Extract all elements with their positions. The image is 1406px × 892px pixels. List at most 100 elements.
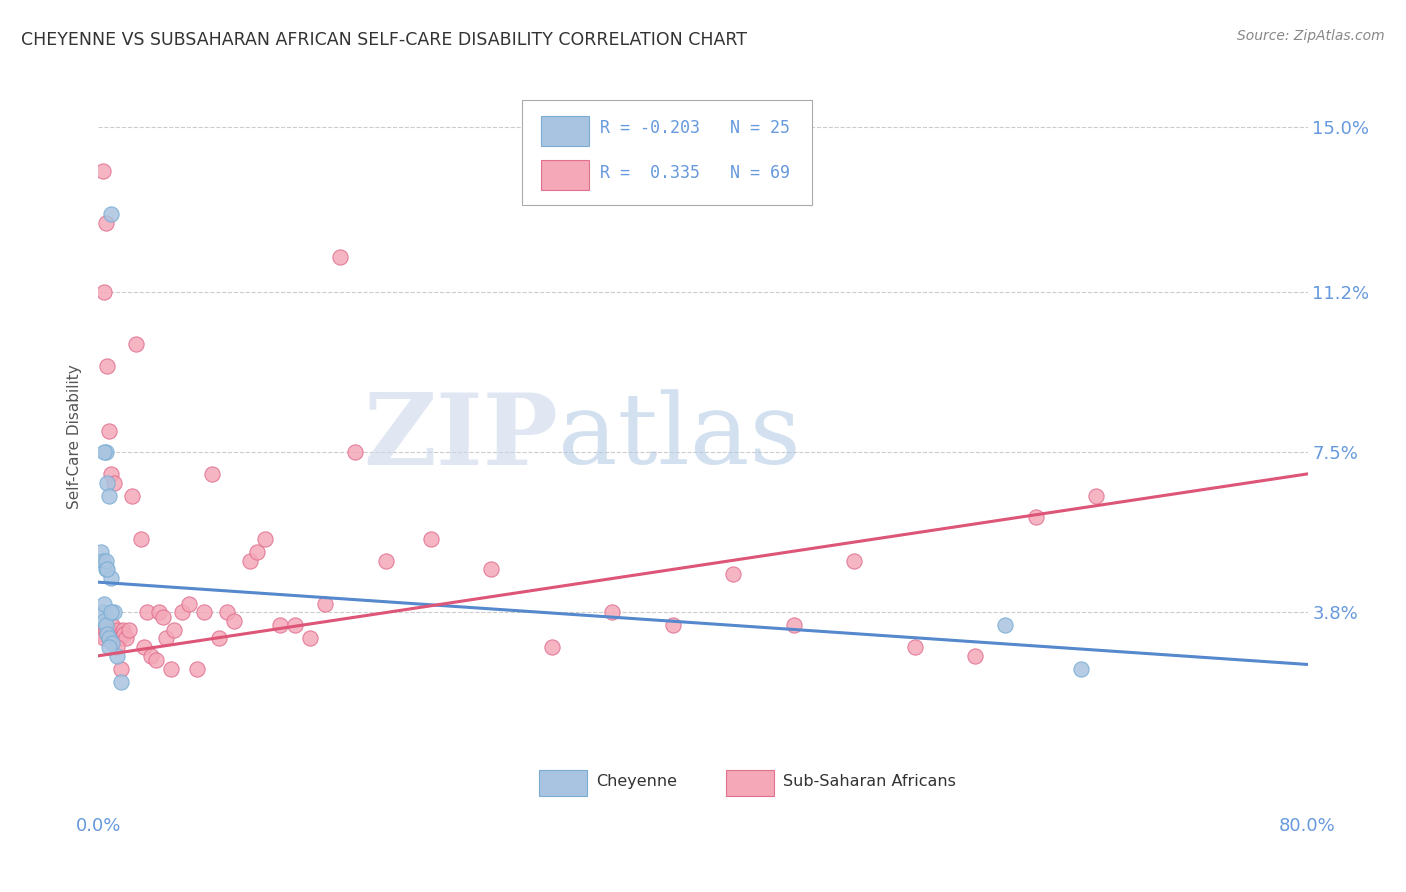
- Point: [420, 532, 443, 546]
- Point: [1024, 510, 1046, 524]
- Text: Sub-Saharan Africans: Sub-Saharan Africans: [783, 774, 956, 789]
- Point: [96, 627, 118, 641]
- FancyBboxPatch shape: [725, 770, 775, 796]
- Point: [994, 618, 1017, 632]
- Point: [91, 627, 114, 641]
- Point: [224, 614, 246, 628]
- Text: ZIP: ZIP: [363, 389, 558, 485]
- Point: [100, 623, 122, 637]
- Point: [114, 632, 136, 646]
- Point: [93, 614, 115, 628]
- Point: [105, 627, 128, 641]
- Point: [329, 250, 352, 264]
- Point: [93, 597, 115, 611]
- Point: [94, 562, 117, 576]
- Text: R =  0.335   N = 69: R = 0.335 N = 69: [600, 163, 790, 182]
- Point: [374, 553, 396, 567]
- Point: [96, 562, 118, 576]
- Point: [1070, 662, 1092, 676]
- Point: [299, 632, 322, 646]
- Point: [135, 606, 157, 620]
- Point: [94, 216, 117, 230]
- Point: [108, 632, 131, 646]
- Point: [94, 445, 117, 459]
- Point: [284, 618, 307, 632]
- Point: [103, 475, 125, 490]
- Point: [93, 445, 115, 459]
- Point: [132, 640, 155, 654]
- Point: [253, 532, 276, 546]
- Point: [111, 623, 134, 637]
- Point: [110, 627, 132, 641]
- Text: atlas: atlas: [558, 389, 800, 485]
- Point: [90, 545, 112, 559]
- Point: [110, 674, 132, 689]
- Point: [602, 606, 624, 620]
- FancyBboxPatch shape: [522, 100, 811, 205]
- Point: [246, 545, 269, 559]
- Point: [101, 636, 124, 650]
- FancyBboxPatch shape: [538, 770, 586, 796]
- Point: [193, 606, 215, 620]
- Point: [844, 553, 866, 567]
- Point: [179, 597, 201, 611]
- Point: [98, 489, 121, 503]
- Point: [481, 562, 503, 576]
- Point: [125, 337, 148, 351]
- Point: [105, 640, 128, 654]
- Point: [93, 632, 115, 646]
- Point: [201, 467, 224, 481]
- Point: [269, 618, 291, 632]
- Point: [91, 163, 114, 178]
- Point: [96, 359, 118, 373]
- Text: CHEYENNE VS SUBSAHARAN AFRICAN SELF-CARE DISABILITY CORRELATION CHART: CHEYENNE VS SUBSAHARAN AFRICAN SELF-CARE…: [21, 31, 747, 49]
- Point: [904, 640, 927, 654]
- Point: [98, 632, 121, 646]
- Point: [145, 653, 167, 667]
- Point: [314, 597, 336, 611]
- Point: [96, 475, 118, 490]
- Point: [107, 623, 129, 637]
- FancyBboxPatch shape: [541, 160, 589, 190]
- Point: [104, 632, 127, 646]
- Point: [723, 566, 745, 581]
- Point: [129, 532, 152, 546]
- Point: [112, 627, 135, 641]
- Point: [121, 489, 143, 503]
- Point: [100, 467, 122, 481]
- Text: R = -0.203   N = 25: R = -0.203 N = 25: [600, 120, 790, 137]
- Point: [94, 618, 117, 632]
- Point: [163, 623, 186, 637]
- Point: [118, 623, 141, 637]
- Point: [155, 632, 177, 646]
- Text: Source: ZipAtlas.com: Source: ZipAtlas.com: [1237, 29, 1385, 43]
- Point: [98, 632, 121, 646]
- Point: [94, 623, 117, 637]
- Point: [91, 606, 114, 620]
- Point: [186, 662, 208, 676]
- Point: [103, 606, 125, 620]
- Point: [141, 648, 163, 663]
- Point: [170, 606, 193, 620]
- Point: [93, 285, 115, 299]
- Point: [148, 606, 170, 620]
- Y-axis label: Self-Care Disability: Self-Care Disability: [67, 365, 83, 509]
- Point: [344, 445, 367, 459]
- Point: [105, 648, 128, 663]
- Point: [103, 627, 125, 641]
- Point: [215, 606, 238, 620]
- Point: [110, 662, 132, 676]
- Point: [152, 610, 174, 624]
- Point: [91, 553, 114, 567]
- Point: [90, 623, 112, 637]
- Point: [100, 606, 122, 620]
- Point: [98, 640, 121, 654]
- Point: [965, 648, 987, 663]
- Point: [94, 553, 117, 567]
- Point: [101, 618, 124, 632]
- FancyBboxPatch shape: [541, 116, 589, 145]
- Point: [160, 662, 183, 676]
- Point: [208, 632, 231, 646]
- Point: [239, 553, 262, 567]
- Point: [96, 627, 118, 641]
